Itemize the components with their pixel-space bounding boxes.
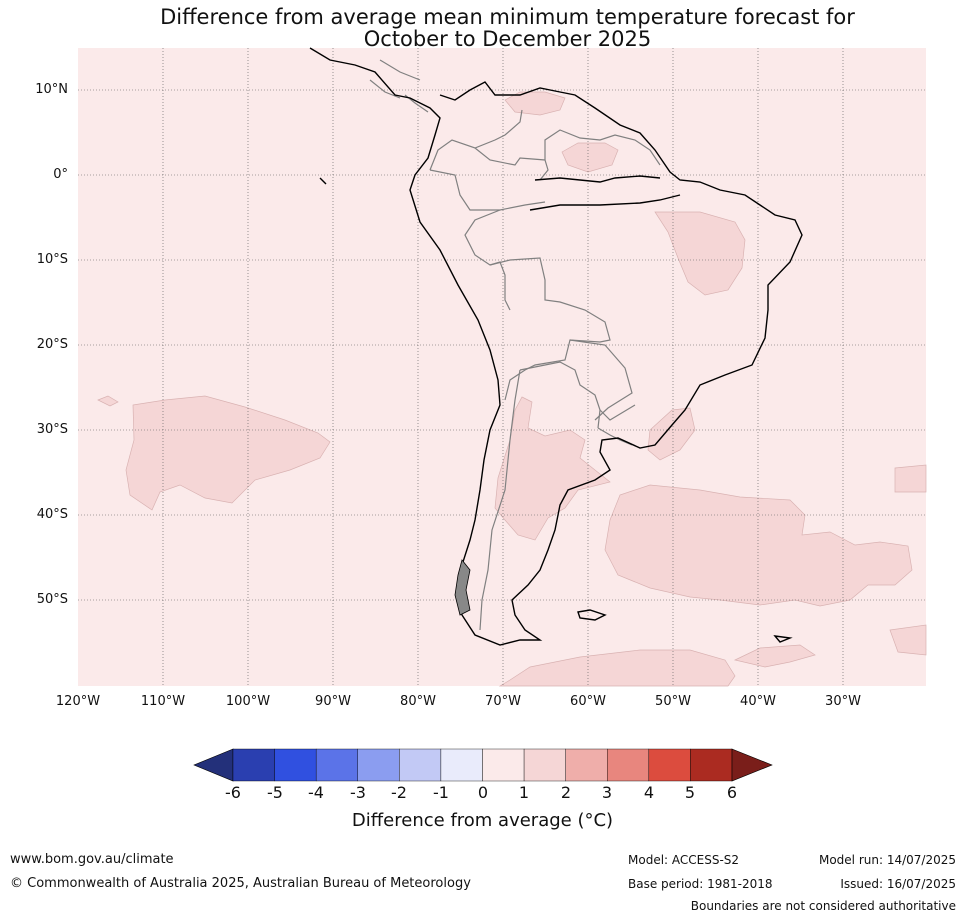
colorbar-segment — [315, 748, 358, 782]
colorbar-segment — [482, 748, 525, 782]
base-period: Base period: 1981-2018 — [628, 877, 773, 891]
colorbar-tick-label: -2 — [391, 783, 407, 802]
colorbar-segment — [690, 748, 733, 782]
colorbar-segment — [607, 748, 650, 782]
colorbar — [193, 748, 773, 782]
colorbar-segment — [648, 748, 691, 782]
website-link[interactable]: www.bom.gov.au/climate — [10, 852, 174, 867]
lat-label: 40°S — [36, 507, 68, 522]
lon-label: 60°W — [570, 694, 606, 709]
colorbar-segment — [565, 748, 608, 782]
lon-label: 80°W — [400, 694, 436, 709]
colorbar-tick-label: 0 — [477, 783, 489, 802]
lat-label: 10°S — [36, 252, 68, 267]
lat-label: 20°S — [36, 337, 68, 352]
copyright-text: © Commonwealth of Australia 2025, Austra… — [10, 876, 471, 891]
colorbar-segment — [274, 748, 317, 782]
lon-label: 90°W — [315, 694, 351, 709]
lat-label: 10°N — [35, 82, 68, 97]
colorbar-arrow-low — [193, 748, 234, 782]
lat-label: 30°S — [36, 422, 68, 437]
colorbar-arrow-high — [731, 748, 773, 782]
lon-label: 70°W — [485, 694, 521, 709]
colorbar-tick-label: 3 — [601, 783, 613, 802]
lon-label: 50°W — [655, 694, 691, 709]
colorbar-tick-label: 5 — [684, 783, 696, 802]
lat-label: 0° — [53, 167, 68, 182]
lon-label: 110°W — [140, 694, 186, 709]
issued-date: Issued: 16/07/2025 — [840, 877, 956, 891]
colorbar-tick-label: -3 — [350, 783, 366, 802]
model-name: Model: ACCESS-S2 — [628, 853, 740, 867]
chile-islands — [454, 559, 471, 616]
colorbar-tick-label: 4 — [643, 783, 655, 802]
colorbar-segment — [232, 748, 275, 782]
map-title-line2: October to December 2025 — [363, 27, 652, 51]
colorbar-tick-label: -5 — [267, 783, 283, 802]
colorbar-tick-label: 1 — [518, 783, 530, 802]
colorbar-tick-label: -6 — [225, 783, 241, 802]
country-borders — [369, 59, 661, 631]
lon-label: 30°W — [825, 694, 861, 709]
colorbar-tick-label: -4 — [308, 783, 324, 802]
coastlines — [309, 47, 803, 646]
colorbar-tick-label: 6 — [726, 783, 738, 802]
colorbar-tick-label: 2 — [560, 783, 572, 802]
lat-label: 50°S — [36, 592, 68, 607]
lat-lon-grid — [78, 48, 926, 686]
colorbar-tick-label: -1 — [433, 783, 449, 802]
colorbar-segment — [523, 748, 566, 782]
lon-label: 120°W — [55, 694, 101, 709]
map-title-line1: Difference from average mean minimum tem… — [160, 5, 855, 29]
model-run-date: Model run: 14/07/2025 — [818, 853, 956, 867]
colorbar-segment — [357, 748, 400, 782]
boundaries-disclaimer: Boundaries are not considered authoritat… — [690, 899, 956, 913]
colorbar-segment — [440, 748, 483, 782]
colorbar-title: Difference from average (°C) — [351, 810, 614, 831]
lon-label: 40°W — [740, 694, 776, 709]
lon-label: 100°W — [225, 694, 271, 709]
colorbar-segment — [399, 748, 442, 782]
